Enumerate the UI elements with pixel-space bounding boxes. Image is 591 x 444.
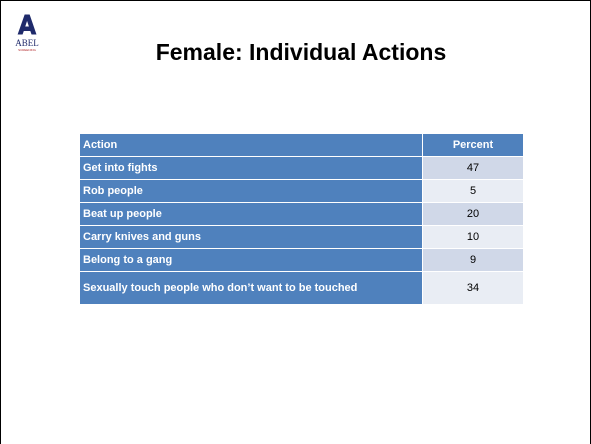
- title: Female: Individual Actions: [155, 39, 447, 65]
- table-row: Sexually touch people who don’t want to …: [80, 272, 523, 304]
- action-cell: Rob people: [80, 180, 422, 202]
- table-row: Get into fights 47: [80, 157, 523, 179]
- header-cell: Percent: [423, 134, 523, 156]
- logo-tagline: SCREENING: [18, 48, 36, 52]
- action-cell: Sexually touch people who don’t want to …: [80, 272, 422, 304]
- table-row: Rob people 5: [80, 180, 523, 202]
- percent-cell: 5: [423, 180, 523, 202]
- percent-cell: 9: [423, 249, 523, 271]
- action-cell: Belong to a gang: [80, 249, 422, 271]
- header-cell: Action: [80, 134, 422, 156]
- percent-cell: 34: [423, 272, 523, 304]
- table: Action Percent Get into fights 47 Rob peop…: [79, 133, 524, 305]
- percent-cell: 47: [423, 157, 523, 179]
- table-row: Carry knives and guns 10: [80, 226, 523, 248]
- logo: 𝐀 ABEL SCREENING: [11, 11, 43, 53]
- logo-name: ABEL: [15, 38, 39, 48]
- action-cell: Beat up people: [80, 203, 422, 225]
- action-cell: Carry knives and guns: [80, 226, 422, 248]
- percent-cell: 20: [423, 203, 523, 225]
- percent-cell: 10: [423, 226, 523, 248]
- header-row: Action Percent: [80, 134, 523, 156]
- table-body: Get into fights 47 Rob people 5 Beat up peop…: [80, 157, 523, 304]
- table-row: Beat up people 20: [80, 203, 523, 225]
- table-row: Belong to a gang 9: [80, 249, 523, 271]
- action-cell: Get into fights: [80, 157, 422, 179]
- logo-mark: 𝐀: [17, 11, 37, 40]
